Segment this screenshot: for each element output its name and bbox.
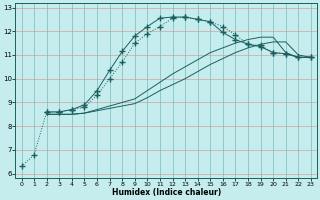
X-axis label: Humidex (Indice chaleur): Humidex (Indice chaleur) <box>112 188 221 197</box>
